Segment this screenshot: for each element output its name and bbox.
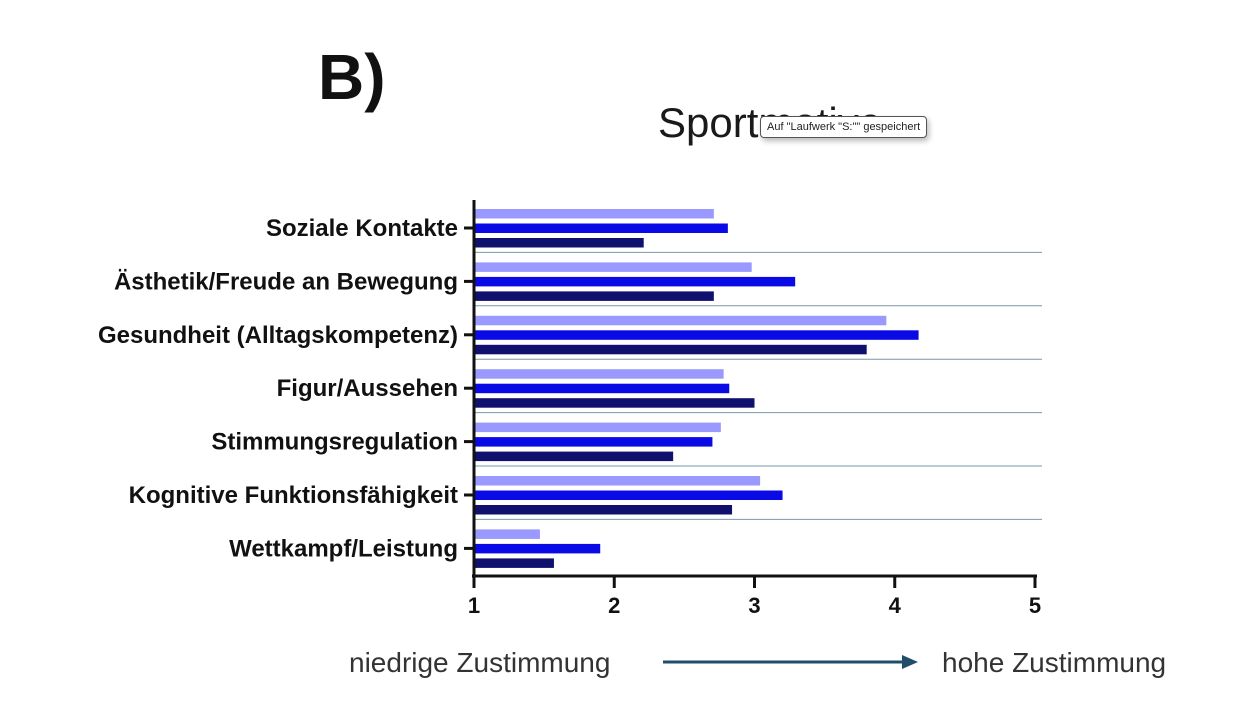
y-tick-label: Figur/Aussehen xyxy=(277,375,458,402)
scale-arrow-head xyxy=(902,655,918,669)
y-tick-label: Kognitive Funktionsfähigkeit xyxy=(129,482,458,509)
bar xyxy=(474,437,713,447)
bar xyxy=(474,344,867,355)
bar-group xyxy=(474,209,919,568)
low-agreement-label: niedrige Zustimmung xyxy=(349,647,610,678)
y-tick-label: Stimmungsregulation xyxy=(211,429,458,456)
y-axis-categories: Soziale Kontakte Ästhetik/Freude an Beweg… xyxy=(98,215,474,562)
panel-label: B) xyxy=(318,41,386,113)
x-tick-label: 2 xyxy=(608,593,620,618)
bar xyxy=(474,262,752,272)
x-tick-label: 4 xyxy=(889,593,902,618)
x-tick-label: 5 xyxy=(1029,593,1041,618)
bar xyxy=(474,451,674,462)
high-agreement-label: hohe Zustimmung xyxy=(942,647,1166,678)
y-tick-label: Gesundheit (Alltagskompetenz) xyxy=(98,322,458,349)
bar xyxy=(474,558,554,568)
save-status-tooltip: Auf "Laufwerk "S:"" gespeichert xyxy=(760,116,928,138)
bar xyxy=(474,505,733,515)
bar xyxy=(474,369,724,379)
bar xyxy=(474,209,714,219)
bar xyxy=(474,383,730,394)
bar xyxy=(474,276,796,287)
x-axis-ticks: 1 2 3 4 5 xyxy=(468,576,1041,618)
bar xyxy=(474,490,783,500)
x-tick-label: 3 xyxy=(748,593,760,618)
bar xyxy=(474,330,919,340)
category-separators xyxy=(474,251,1042,520)
bar xyxy=(474,529,540,539)
bar xyxy=(474,238,644,248)
x-tick-label: 1 xyxy=(468,593,480,618)
y-tick-label: Soziale Kontakte xyxy=(266,215,458,242)
bar xyxy=(474,398,755,408)
y-tick-label: Wettkampf/Leistung xyxy=(229,535,458,562)
bar xyxy=(474,223,728,233)
bar xyxy=(474,543,601,554)
bar xyxy=(474,291,714,301)
bar xyxy=(474,315,887,326)
bar xyxy=(474,476,761,486)
y-tick-label: Ästhetik/Freude an Bewegung xyxy=(114,268,458,295)
bar xyxy=(474,422,721,433)
